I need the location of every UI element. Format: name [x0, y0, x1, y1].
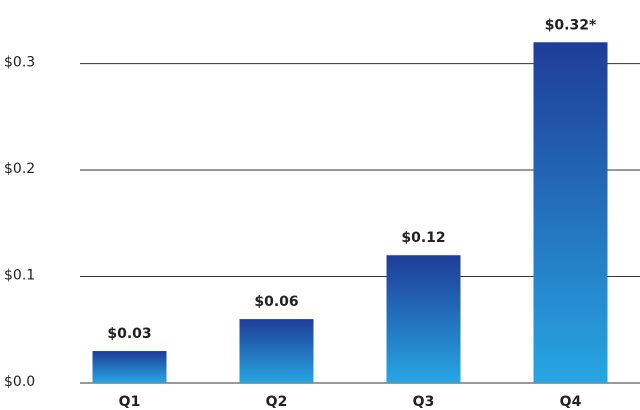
x-tick-label: Q3 — [413, 394, 435, 410]
value-label: $0.03 — [107, 326, 151, 342]
x-tick-label: Q4 — [560, 394, 582, 410]
y-tick-label: $0.3 — [4, 55, 35, 71]
bar — [386, 255, 461, 383]
value-label: $0.32* — [545, 17, 597, 33]
bar — [239, 319, 314, 383]
x-tick-label: Q2 — [266, 394, 288, 410]
y-tick-label: $0.2 — [4, 161, 35, 177]
bar — [533, 42, 608, 383]
bar — [92, 351, 167, 383]
value-label: $0.06 — [254, 294, 298, 310]
x-tick-label: Q1 — [119, 394, 141, 410]
y-tick-label: $0.1 — [4, 268, 35, 284]
value-label: $0.12 — [401, 230, 445, 246]
y-tick-label: $0.0 — [4, 374, 35, 390]
